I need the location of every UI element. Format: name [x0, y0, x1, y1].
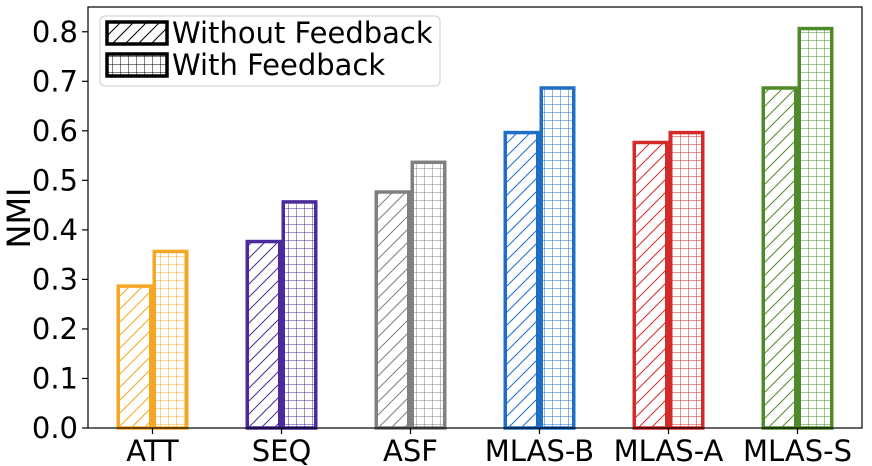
plot-frame	[87, 6, 863, 429]
y-tick-label: 0.4	[32, 213, 78, 247]
bar-mlas-s-without-feedback	[761, 86, 798, 430]
x-axis: ATT SEQ ASF MLAS-B MLAS-A MLAS-S	[126, 428, 852, 466]
bar-att-without-feedback	[116, 284, 153, 430]
y-tick-label: 0.1	[32, 361, 78, 395]
legend-swatch-with-feedback	[105, 52, 169, 78]
bar-mlas-a-with-feedback	[668, 130, 705, 430]
y-tick-label: 0.6	[32, 114, 78, 148]
legend-label-without-feedback: Without Feedback	[172, 16, 433, 50]
x-tick-label: MLAS-B	[485, 434, 594, 466]
y-tick-label: 0.5	[32, 163, 78, 197]
bar-seq-with-feedback	[281, 200, 318, 430]
y-axis: 0.0 0.1 0.2 0.3 0.4 0.5 0.6 0.7 0.8	[32, 15, 88, 445]
y-axis-label: NMI	[0, 188, 38, 249]
bar-mlas-s-with-feedback	[797, 26, 834, 430]
x-tick-label: ATT	[126, 434, 179, 466]
y-tick-label: 0.3	[32, 262, 78, 296]
legend-swatch-without-feedback	[105, 20, 169, 46]
bar-asf-with-feedback	[410, 160, 447, 430]
x-tick-label: MLAS-A	[614, 434, 724, 466]
x-tick-label: ASF	[383, 434, 438, 466]
legend-frame	[99, 15, 441, 87]
bar-asf-without-feedback	[374, 190, 411, 430]
bar-mlas-a-without-feedback	[632, 140, 669, 430]
bars-layer	[116, 26, 834, 430]
bar-att-with-feedback	[152, 249, 189, 430]
x-tick-label: MLAS-S	[743, 434, 852, 466]
x-tick-label: SEQ	[252, 434, 312, 466]
bar-mlas-b-without-feedback	[503, 130, 540, 430]
y-tick-label: 0.0	[32, 411, 78, 445]
legend-label-with-feedback: With Feedback	[172, 48, 385, 82]
bar-mlas-b-with-feedback	[539, 86, 576, 430]
y-tick-label: 0.7	[32, 64, 78, 98]
y-tick-label: 0.2	[32, 312, 78, 346]
bar-seq-without-feedback	[245, 239, 282, 430]
y-tick-label: 0.8	[32, 15, 78, 49]
